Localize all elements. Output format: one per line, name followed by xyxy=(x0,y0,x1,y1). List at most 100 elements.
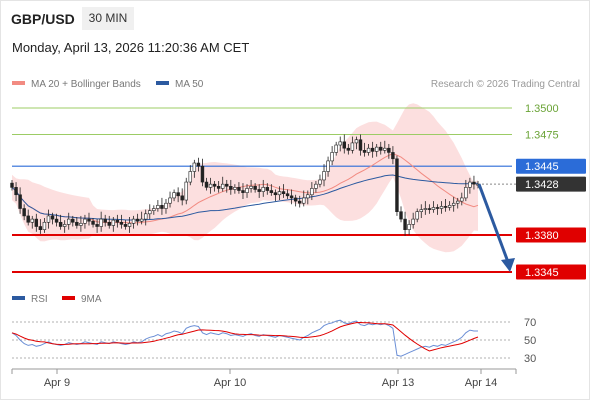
candle xyxy=(156,200,160,212)
candle xyxy=(237,182,241,194)
candle xyxy=(10,179,14,191)
level-label-1.3475: 1.3475 xyxy=(525,129,559,141)
candle-body xyxy=(212,183,217,187)
candle xyxy=(46,209,51,229)
level-box-1.3428 xyxy=(516,176,586,192)
level-label-1.3500: 1.3500 xyxy=(525,103,559,115)
candle-body xyxy=(176,192,180,197)
candle-body xyxy=(241,190,245,193)
candle-body xyxy=(419,209,423,212)
candle xyxy=(245,184,249,198)
candle-body xyxy=(451,202,456,206)
ma50-swatch xyxy=(156,81,169,86)
candle-body xyxy=(435,207,440,209)
legend-rsi: RSI xyxy=(12,294,48,305)
candle-body xyxy=(216,185,221,189)
rsi-tick-label: 70 xyxy=(524,317,536,329)
candle-body xyxy=(306,194,310,199)
candle xyxy=(87,212,91,226)
candle xyxy=(176,187,180,203)
level-label-1.3445: 1.3445 xyxy=(525,161,559,173)
candle-body xyxy=(273,192,278,196)
candle xyxy=(342,134,346,154)
candle-body xyxy=(318,179,322,185)
candle-body xyxy=(50,215,55,220)
candle-body xyxy=(107,221,111,226)
candle-body xyxy=(423,208,428,210)
candle xyxy=(54,213,59,227)
candle-body xyxy=(152,208,156,211)
candle-body xyxy=(18,194,22,209)
candle xyxy=(456,197,460,209)
candle-body xyxy=(403,218,407,230)
candle-body xyxy=(229,185,233,190)
candle-body xyxy=(326,160,330,172)
candle xyxy=(148,204,152,220)
candle xyxy=(220,176,225,192)
candle xyxy=(119,214,124,229)
candle-body xyxy=(253,185,257,190)
candle-body xyxy=(464,187,468,199)
candle xyxy=(447,201,452,211)
candle-body xyxy=(131,218,136,224)
candle xyxy=(95,219,99,233)
candle-body xyxy=(456,200,460,204)
candle xyxy=(370,141,375,158)
candle-body xyxy=(374,146,379,152)
candle xyxy=(168,191,172,208)
candle-body xyxy=(192,162,197,172)
candle-body xyxy=(293,197,298,202)
candle xyxy=(152,205,156,215)
candle xyxy=(358,134,363,156)
candle-body xyxy=(362,150,367,153)
candle-body xyxy=(460,197,464,202)
candle xyxy=(75,216,79,229)
candle xyxy=(26,209,30,226)
candle xyxy=(354,136,359,150)
candle xyxy=(350,136,355,154)
candle xyxy=(314,181,318,193)
candle xyxy=(241,183,245,199)
candle xyxy=(261,179,265,197)
candle xyxy=(338,136,342,152)
rsi-ma-line xyxy=(11,321,479,352)
candle-body xyxy=(297,200,302,204)
candle-body xyxy=(277,191,282,196)
candle xyxy=(99,211,103,232)
copyright-text: Research © 2026 Trading Central xyxy=(430,79,580,90)
candle xyxy=(42,218,47,233)
candle-body xyxy=(144,213,148,220)
candle xyxy=(293,194,298,207)
candle xyxy=(415,208,419,223)
candle-body xyxy=(379,146,383,151)
candle xyxy=(38,219,43,234)
candle xyxy=(212,181,217,192)
candle xyxy=(225,179,229,193)
rsi-swatch xyxy=(12,296,25,301)
candle xyxy=(472,175,476,190)
candle-body xyxy=(383,147,387,151)
candle-body xyxy=(338,141,342,146)
candle xyxy=(135,213,140,226)
candle-body xyxy=(22,208,26,217)
forecast-arrow-head xyxy=(501,258,515,272)
candle xyxy=(297,195,302,208)
candle-body xyxy=(225,183,229,187)
candle xyxy=(289,189,294,205)
candle-body xyxy=(342,141,346,149)
candle-body xyxy=(354,139,359,144)
candle xyxy=(22,204,26,221)
candle xyxy=(71,215,75,227)
candle xyxy=(50,212,55,225)
level-label-1.3428: 1.3428 xyxy=(525,179,559,191)
candle xyxy=(200,158,205,187)
candle-body xyxy=(257,189,261,192)
candle-body xyxy=(233,187,237,190)
candle-body xyxy=(42,221,47,230)
candle-body xyxy=(443,206,448,208)
timeframe-badge[interactable]: 30 MIN xyxy=(82,7,134,30)
candle-body xyxy=(314,183,318,189)
candle xyxy=(285,189,290,199)
candle-body xyxy=(204,181,209,188)
